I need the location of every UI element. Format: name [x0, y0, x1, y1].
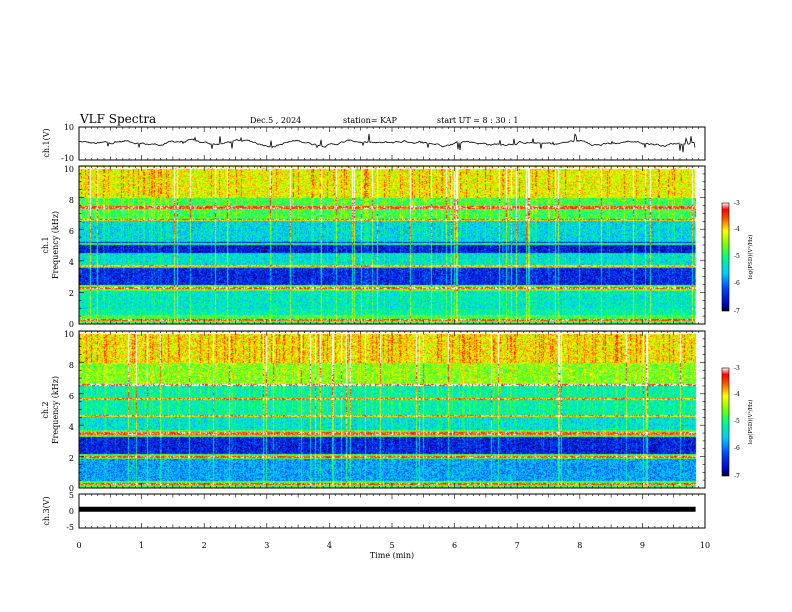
ch1-freq-tick-label: 8	[69, 196, 74, 205]
ch2-colorbar: -3 -4 -5 -6 -7 log(PSD)(V²/Hz)	[721, 365, 754, 480]
ch2-freq-tick-label: 2	[69, 454, 74, 463]
ch2-spectrogram-yticks	[79, 330, 705, 489]
time-tick-label: 4	[327, 541, 332, 550]
time-tick-label: 9	[640, 541, 645, 550]
ch2-spectrogram-ylabel-channel: ch.2	[41, 401, 50, 418]
ch1-colorbar: -3 -4 -5 -6 -7 log(PSD)(V²/Hz)	[721, 200, 754, 315]
time-tick-label: 1	[139, 541, 144, 550]
time-axis-title: Time (min)	[370, 551, 414, 560]
ch1-freq-tick-label: 10	[64, 165, 74, 174]
ch2-colorbar-tick: -4	[734, 391, 740, 398]
ch2-spectrogram-image	[79, 331, 705, 488]
ch2-freq-tick-label: 10	[64, 330, 74, 339]
ch1-spectrogram-panel: 10 8 6 4 2 0 ch.1 Frequency (kHz)	[41, 165, 706, 329]
ch1-waveform-ylabel: ch.1(V)	[42, 128, 51, 157]
ch1-colorbar-label: log(PSD)(V²/Hz)	[747, 235, 754, 280]
ch2-colorbar-tick: -5	[734, 418, 740, 425]
ch2-colorbar-tick: -6	[734, 445, 740, 452]
ch1-spectrogram-ylabel-frequency: Frequency (kHz)	[51, 211, 60, 279]
time-tick-label: 10	[700, 541, 710, 550]
ch2-freq-tick-label: 6	[69, 392, 74, 401]
ch2-spectrogram-ylabel-frequency: Frequency (kHz)	[51, 376, 60, 444]
ch2-spectrogram-panel: 10 8 6 4 2 0 ch.2 Frequency (kHz)	[41, 330, 706, 493]
ch1-spectrogram-ylabel-channel: ch.1	[41, 236, 50, 253]
figure-title: VLF Spectra	[79, 112, 156, 126]
ch1-colorbar-tick: -3	[734, 200, 740, 207]
time-axis-labels: 0 1 2 3 4 5 6 7 8 9 10 Time (min)	[76, 541, 710, 560]
start-time-label: start UT = 8 : 30 : 1	[437, 116, 518, 125]
ch1-colorbar-tick: -7	[734, 308, 740, 315]
ch1-ytick-label: -10	[61, 154, 74, 163]
date-label: Dec.5 , 2024	[250, 116, 301, 125]
ch1-colorbar-tick: -5	[734, 253, 740, 260]
ch1-freq-tick-label: 6	[69, 227, 74, 236]
time-tick-label: 5	[389, 541, 394, 550]
ch1-colorbar-gradient	[721, 202, 730, 312]
ch2-freq-tick-label: 0	[69, 484, 74, 493]
time-tick-label: 3	[264, 541, 269, 550]
ch1-spectrogram-image	[79, 166, 705, 324]
ch1-spectrogram-yticks	[79, 165, 705, 325]
time-tick-label: 8	[577, 541, 582, 550]
ch1-freq-tick-label: 4	[69, 258, 74, 267]
time-tick-label: 6	[452, 541, 457, 550]
ch2-freq-tick-label: 4	[69, 423, 74, 432]
ch1-freq-tick-label: 0	[69, 320, 74, 329]
time-axis-ticks	[78, 127, 706, 528]
ch1-freq-tick-label: 2	[69, 289, 74, 298]
ch1-ytick-label: 10	[64, 123, 74, 132]
station-label: station= KAP	[343, 116, 398, 125]
ch3-ytick-label: 0	[69, 507, 74, 516]
ch1-waveform-line	[79, 133, 696, 153]
time-tick-label: 0	[76, 541, 81, 550]
ch3-ytick-label: 5	[69, 491, 74, 500]
ch3-waveform-ylabel: ch.3(V)	[42, 496, 51, 525]
ch1-colorbar-tick: -4	[734, 226, 740, 233]
ch1-colorbar-tick: -6	[734, 280, 740, 287]
ch2-colorbar-tick: -7	[734, 473, 740, 480]
ch2-colorbar-label: log(PSD)(V²/Hz)	[747, 400, 754, 445]
ch3-ytick-label: -5	[66, 523, 74, 532]
ch2-freq-tick-label: 8	[69, 361, 74, 370]
time-tick-label: 2	[202, 541, 207, 550]
time-tick-label: 7	[515, 541, 520, 550]
ch2-colorbar-tick: -3	[734, 365, 740, 372]
ch2-colorbar-gradient	[721, 367, 730, 477]
